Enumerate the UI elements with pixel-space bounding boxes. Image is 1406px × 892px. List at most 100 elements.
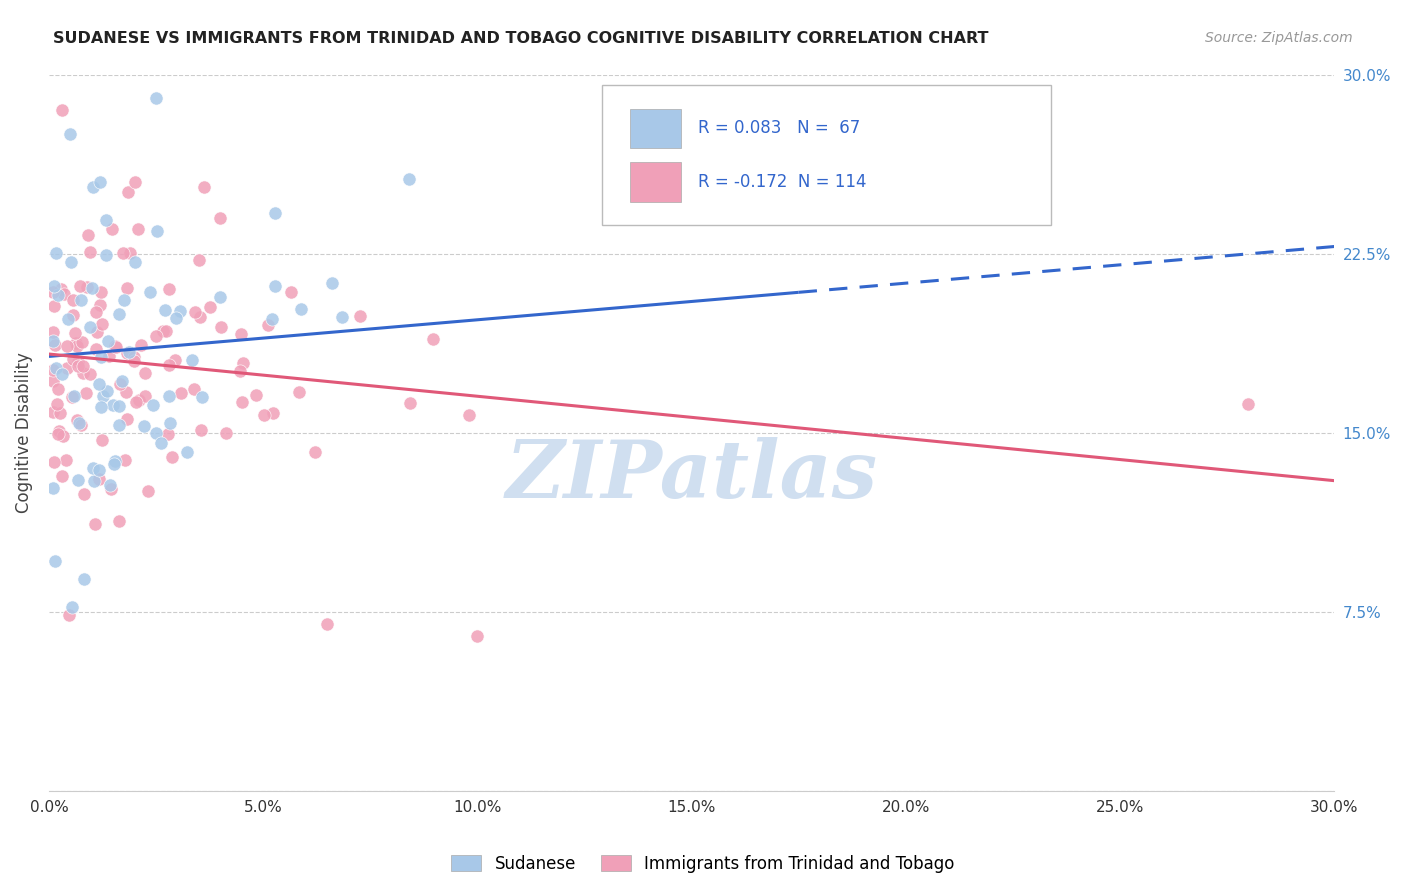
Point bbox=[97, 334, 120, 348]
Point bbox=[97, 350, 120, 364]
Point bbox=[280, 285, 302, 300]
FancyBboxPatch shape bbox=[602, 86, 1052, 225]
Point bbox=[94, 247, 117, 261]
Point bbox=[76, 280, 98, 294]
Point bbox=[124, 395, 146, 409]
Point bbox=[66, 339, 89, 353]
Point bbox=[48, 425, 70, 439]
Point bbox=[48, 427, 70, 442]
Point bbox=[262, 311, 284, 326]
Point bbox=[288, 385, 311, 400]
Point bbox=[42, 482, 65, 496]
Point bbox=[290, 301, 312, 316]
Point bbox=[115, 280, 138, 294]
Point bbox=[89, 175, 111, 189]
Point bbox=[787, 103, 810, 118]
Point bbox=[46, 383, 69, 397]
Point bbox=[209, 320, 232, 334]
Text: SUDANESE VS IMMIGRANTS FROM TRINIDAD AND TOBAGO COGNITIVE DISABILITY CORRELATION: SUDANESE VS IMMIGRANTS FROM TRINIDAD AND… bbox=[53, 31, 988, 46]
Point bbox=[62, 352, 84, 367]
Point bbox=[124, 255, 146, 269]
Point bbox=[184, 305, 207, 319]
Point bbox=[89, 472, 111, 486]
Point bbox=[62, 308, 84, 322]
Point bbox=[264, 279, 287, 293]
Point bbox=[51, 367, 73, 381]
Point bbox=[72, 366, 94, 380]
Point bbox=[42, 455, 65, 469]
Point bbox=[67, 416, 90, 430]
Point bbox=[101, 398, 124, 412]
Point bbox=[80, 281, 103, 295]
Point bbox=[170, 385, 193, 400]
Point bbox=[316, 617, 339, 632]
Point bbox=[108, 307, 131, 321]
Point bbox=[112, 293, 135, 308]
Point bbox=[42, 325, 65, 339]
Point bbox=[231, 394, 253, 409]
Point bbox=[160, 450, 183, 465]
Point bbox=[46, 396, 69, 410]
Point bbox=[76, 386, 98, 401]
Point bbox=[72, 359, 94, 373]
Point bbox=[169, 304, 191, 318]
Point bbox=[155, 303, 177, 318]
Point bbox=[127, 222, 149, 236]
Point bbox=[44, 299, 66, 313]
Point bbox=[90, 400, 112, 414]
Point bbox=[198, 300, 221, 314]
Point bbox=[467, 629, 489, 643]
Point bbox=[112, 246, 135, 260]
Point bbox=[62, 389, 84, 403]
Point bbox=[108, 418, 131, 433]
Text: Source: ZipAtlas.com: Source: ZipAtlas.com bbox=[1205, 31, 1353, 45]
Point bbox=[89, 298, 111, 312]
Point bbox=[100, 483, 122, 497]
Point bbox=[209, 290, 232, 304]
Point bbox=[69, 279, 91, 293]
Point bbox=[73, 487, 96, 501]
Point bbox=[91, 433, 114, 447]
Point bbox=[103, 339, 125, 353]
Point bbox=[152, 324, 174, 338]
Point bbox=[262, 406, 284, 420]
Point bbox=[304, 445, 326, 459]
Point bbox=[155, 324, 177, 338]
Point bbox=[66, 354, 89, 368]
Point bbox=[89, 463, 111, 477]
Text: R = 0.083   N =  67: R = 0.083 N = 67 bbox=[697, 120, 860, 137]
Point bbox=[232, 356, 254, 370]
Point bbox=[105, 340, 128, 354]
Point bbox=[264, 206, 287, 220]
Point bbox=[128, 392, 150, 407]
Point bbox=[51, 103, 73, 118]
Point bbox=[157, 389, 180, 403]
Point bbox=[118, 246, 141, 260]
Point bbox=[90, 317, 112, 331]
Point bbox=[114, 452, 136, 467]
Point bbox=[422, 332, 444, 346]
Text: R = -0.172  N = 114: R = -0.172 N = 114 bbox=[697, 173, 866, 191]
Point bbox=[46, 288, 69, 302]
Point bbox=[70, 334, 93, 349]
Point bbox=[257, 318, 280, 332]
Point bbox=[142, 398, 165, 412]
Point bbox=[398, 172, 420, 186]
Point bbox=[56, 360, 79, 375]
Point bbox=[188, 310, 211, 325]
Point bbox=[73, 572, 96, 586]
Bar bbox=[630, 109, 682, 148]
Point bbox=[62, 293, 84, 307]
Point bbox=[56, 339, 79, 353]
Point bbox=[67, 473, 90, 487]
Point bbox=[58, 608, 80, 623]
Point bbox=[101, 222, 124, 236]
Point bbox=[214, 425, 236, 440]
Point bbox=[93, 388, 115, 402]
Point bbox=[70, 293, 93, 308]
Point bbox=[124, 175, 146, 189]
Point bbox=[69, 417, 91, 432]
Point bbox=[67, 359, 90, 373]
Point bbox=[193, 180, 215, 194]
Point bbox=[399, 396, 422, 410]
